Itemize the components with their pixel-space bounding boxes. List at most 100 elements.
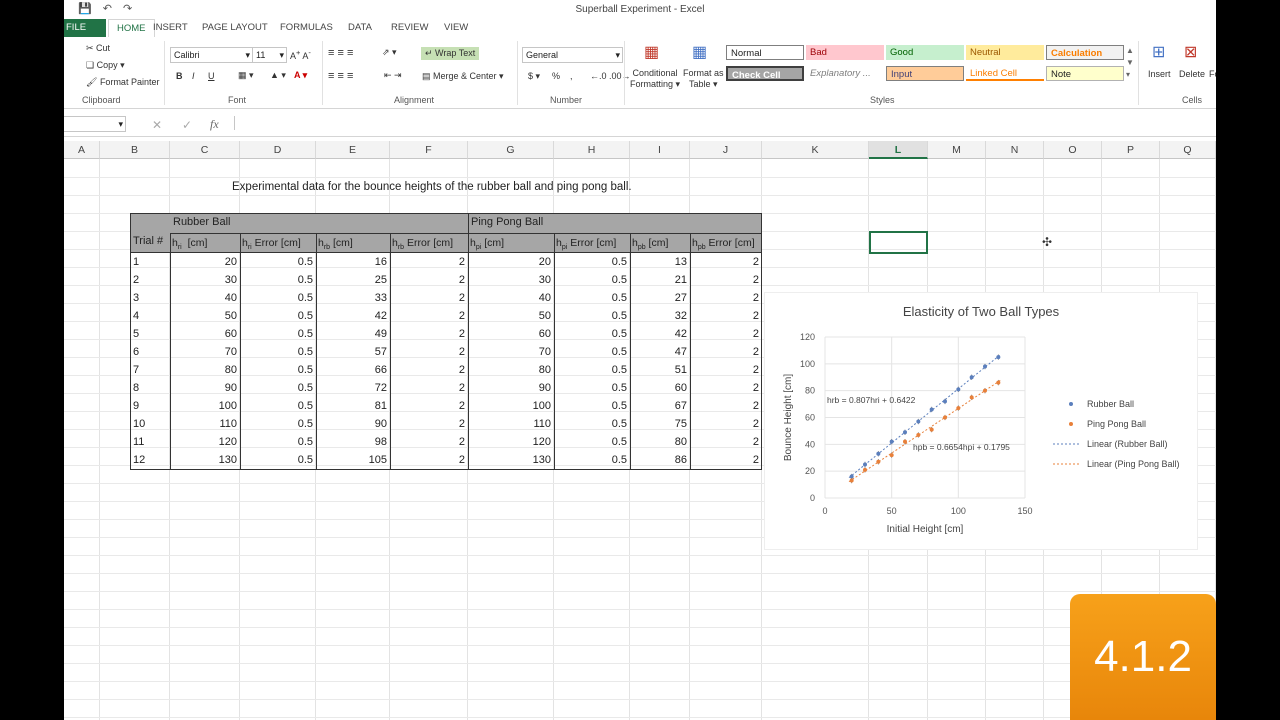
table-cell[interactable]: 50	[538, 310, 551, 322]
table-cell[interactable]: 40	[538, 292, 551, 304]
table-cell[interactable]: 2	[458, 364, 465, 376]
column-label-2[interactable]: hrb [cm]	[318, 237, 353, 252]
merge-center-button[interactable]: ▤ Merge & Center ▾	[422, 71, 504, 81]
italic-button[interactable]: I	[192, 71, 195, 81]
table-cell[interactable]: 2	[752, 382, 759, 394]
name-box[interactable]: ▾	[64, 116, 126, 132]
delete-cells-button[interactable]: Delete	[1179, 69, 1206, 79]
table-cell[interactable]: 2	[752, 364, 759, 376]
table-cell[interactable]: 120	[218, 436, 237, 448]
table-cell[interactable]: 16	[374, 256, 387, 268]
table-cell[interactable]: 67	[674, 400, 687, 412]
table-cell[interactable]: 0.5	[611, 382, 627, 394]
trial-number[interactable]: 9	[133, 400, 140, 412]
column-label-3[interactable]: hrb Error [cm]	[392, 237, 454, 252]
table-cell[interactable]: 0.5	[297, 418, 313, 430]
format-as-table-button[interactable]: Format as Table ▾	[683, 68, 724, 89]
copy-button[interactable]: ❏ Copy ▾	[86, 60, 125, 70]
table-cell[interactable]: 2	[458, 454, 465, 466]
table-cell[interactable]: 2	[458, 310, 465, 322]
tab-home[interactable]: HOME	[108, 19, 155, 37]
table-cell[interactable]: 2	[458, 256, 465, 268]
column-header-L[interactable]: L	[869, 141, 928, 159]
table-cell[interactable]: 80	[538, 364, 551, 376]
table-cell[interactable]: 42	[374, 310, 387, 322]
insert-cells-icon[interactable]: ⊞	[1152, 44, 1166, 61]
column-header-P[interactable]: P	[1102, 141, 1160, 159]
table-cell[interactable]: 0.5	[297, 274, 313, 286]
table-cell[interactable]: 2	[752, 418, 759, 430]
table-cell[interactable]: 0.5	[611, 364, 627, 376]
table-cell[interactable]: 81	[374, 400, 387, 412]
fill-color-icon[interactable]: ▲ ▾	[270, 70, 286, 80]
table-cell[interactable]: 0.5	[611, 274, 627, 286]
column-header-E[interactable]: E	[316, 141, 390, 159]
delete-cells-icon[interactable]: ⊠	[1184, 44, 1198, 61]
table-cell[interactable]: 80	[674, 436, 687, 448]
scatter-chart[interactable]: Elasticity of Two Ball Types 0 20 40 60 80 100…	[764, 292, 1198, 550]
wrap-text-button[interactable]: ↵ Wrap Text	[421, 47, 480, 60]
column-header-J[interactable]: J	[690, 141, 762, 159]
trial-number[interactable]: 5	[133, 328, 140, 340]
table-cell[interactable]: 70	[538, 346, 551, 358]
table-cell[interactable]: 0.5	[611, 328, 627, 340]
column-header-D[interactable]: D	[240, 141, 316, 159]
table-cell[interactable]: 2	[752, 454, 759, 466]
table-cell[interactable]: 100	[532, 400, 551, 412]
active-cell-L[interactable]	[869, 231, 928, 254]
tab-file[interactable]: FILE	[64, 19, 106, 37]
table-cell[interactable]: 0.5	[611, 454, 627, 466]
table-cell[interactable]: 0.5	[297, 454, 313, 466]
tab-view[interactable]: VIEW	[444, 22, 469, 33]
orientation-icon[interactable]: ⇗ ▾	[382, 47, 397, 57]
tab-formulas[interactable]: FORMULAS	[280, 22, 333, 33]
column-header-N[interactable]: N	[986, 141, 1044, 159]
table-cell[interactable]: 0.5	[297, 346, 313, 358]
table-cell[interactable]: 2	[752, 274, 759, 286]
comma-button[interactable]: ,	[570, 71, 573, 81]
trial-number[interactable]: 11	[133, 436, 145, 448]
column-header-Q[interactable]: Q	[1160, 141, 1216, 159]
table-cell[interactable]: 50	[224, 310, 237, 322]
table-cell[interactable]: 0.5	[297, 400, 313, 412]
conditional-formatting-icon[interactable]: ▦	[644, 44, 660, 61]
trial-number[interactable]: 8	[133, 382, 140, 394]
table-cell[interactable]: 90	[538, 382, 551, 394]
top-align-icon[interactable]: ≡ ≡ ≡	[328, 47, 354, 59]
save-icon[interactable]: 💾	[78, 3, 92, 15]
insert-cells-button[interactable]: Insert	[1148, 69, 1171, 79]
tab-insert[interactable]: INSERT	[153, 22, 188, 33]
left-align-icon[interactable]: ≡ ≡ ≡	[328, 70, 354, 82]
table-cell[interactable]: 60	[538, 328, 551, 340]
table-cell[interactable]: 2	[458, 418, 465, 430]
table-cell[interactable]: 2	[458, 346, 465, 358]
table-cell[interactable]: 49	[374, 328, 387, 340]
grow-font-button[interactable]: A+ A-	[290, 48, 311, 61]
formula-input[interactable]	[234, 116, 1216, 130]
table-cell[interactable]: 57	[374, 346, 387, 358]
table-cell[interactable]: 80	[224, 364, 237, 376]
column-header-M[interactable]: M	[928, 141, 986, 159]
table-cell[interactable]: 66	[374, 364, 387, 376]
table-cell[interactable]: 2	[458, 400, 465, 412]
table-cell[interactable]: 30	[538, 274, 551, 286]
table-cell[interactable]: 2	[458, 328, 465, 340]
tab-page-layout[interactable]: PAGE LAYOUT	[202, 22, 268, 33]
table-cell[interactable]: 33	[374, 292, 387, 304]
table-cell[interactable]: 60	[224, 328, 237, 340]
table-cell[interactable]: 0.5	[297, 382, 313, 394]
font-color-icon[interactable]: A ▾	[294, 70, 308, 80]
conditional-formatting-button[interactable]: Conditional Formatting ▾	[630, 68, 681, 89]
tab-review[interactable]: REVIEW	[391, 22, 429, 33]
table-cell[interactable]: 110	[219, 418, 237, 430]
table-cell[interactable]: 0.5	[611, 292, 627, 304]
table-cell[interactable]: 110	[533, 418, 551, 430]
column-label-0[interactable]: hri [cm]	[172, 237, 208, 252]
column-header-C[interactable]: C	[170, 141, 240, 159]
column-header-F[interactable]: F	[390, 141, 468, 159]
currency-button[interactable]: $ ▾	[528, 71, 541, 81]
table-cell[interactable]: 13	[674, 256, 687, 268]
table-cell[interactable]: 98	[374, 436, 387, 448]
style-input[interactable]: Input	[886, 66, 964, 81]
trial-header[interactable]: Trial #	[133, 235, 164, 247]
